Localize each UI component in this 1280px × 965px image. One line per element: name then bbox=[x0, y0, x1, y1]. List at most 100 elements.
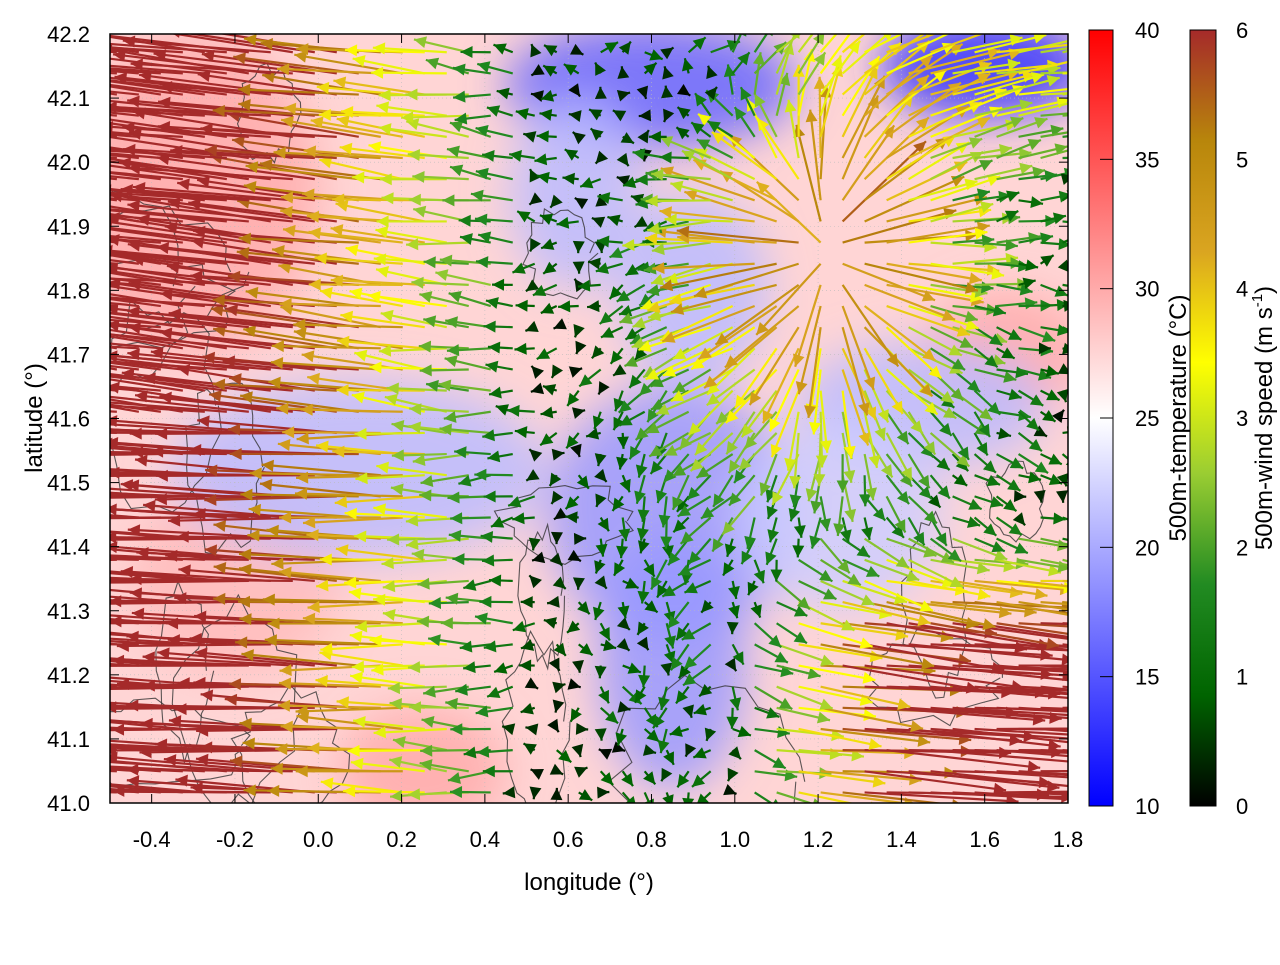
wind-arrow-head bbox=[1128, 775, 1140, 787]
wind-arrow-head bbox=[9, 140, 21, 152]
wind-arrow-head bbox=[0, 117, 8, 129]
wind-arrow-head bbox=[84, 70, 97, 82]
wind-arrow-head bbox=[0, 734, 7, 746]
wind-colorbar-title: 500m-wind speed (m s-1) bbox=[1249, 286, 1278, 550]
y-tick-label: 41.2 bbox=[47, 663, 90, 688]
wind-arrow-head bbox=[1124, 66, 1136, 78]
wind-arrow-head bbox=[9, 33, 22, 45]
wind-arrow-head bbox=[49, 139, 62, 151]
wind-arrow-head bbox=[83, 502, 95, 514]
wind-arrow-head bbox=[1173, 689, 1185, 701]
wind-arrow-head bbox=[1, 513, 13, 525]
y-tick-label: 41.4 bbox=[47, 535, 90, 560]
wind-arrow-head bbox=[0, 754, 7, 766]
wind-arrow-head bbox=[1163, 605, 1176, 617]
wind-arrow-head bbox=[61, 651, 73, 663]
temperature-colorbar-tick-label: 35 bbox=[1135, 147, 1159, 172]
wind-arrow-head bbox=[49, 258, 62, 270]
wind-arrow-head bbox=[62, 366, 75, 378]
wind-arrow-head bbox=[1133, 603, 1145, 615]
wind-arrow-head bbox=[822, 5, 834, 18]
wind-arrow-head bbox=[83, 327, 96, 339]
wind-arrow bbox=[0, 60, 117, 73]
wind-arrow-head bbox=[36, 759, 48, 771]
wind-arrow-head bbox=[94, 735, 106, 747]
temperature-colorbar-tick-label: 25 bbox=[1135, 406, 1159, 431]
wind-arrow-head bbox=[889, 2, 902, 14]
y-tick-label: 41.1 bbox=[47, 727, 90, 752]
wind-arrow-head bbox=[83, 583, 95, 595]
wind-arrow-head bbox=[1128, 732, 1140, 744]
wind-arrow bbox=[0, 180, 117, 200]
wind-arrow-head bbox=[18, 237, 31, 249]
wind-arrow-shaft bbox=[0, 253, 117, 264]
wind-arrow-head bbox=[92, 306, 105, 318]
wind-colorbar-tick-label: 2 bbox=[1236, 535, 1248, 560]
wind-colorbar-title-superscript: -1 bbox=[1249, 294, 1266, 307]
wind-arrow-head bbox=[14, 312, 26, 324]
x-tick-label: -0.4 bbox=[133, 827, 171, 852]
wind-colorbar-tick-label: 1 bbox=[1236, 665, 1248, 690]
wind-arrow-head bbox=[0, 279, 9, 291]
wind-arrow-head bbox=[20, 223, 32, 235]
wind-arrow-head bbox=[1072, 96, 1085, 108]
wind-arrow-head bbox=[62, 70, 75, 82]
wind-arrow-head bbox=[26, 255, 39, 267]
wind-arrow-head bbox=[1072, 34, 1085, 46]
x-tick-label: 0.8 bbox=[636, 827, 667, 852]
wind-arrow-head bbox=[0, 260, 13, 272]
x-tick-label: 1.8 bbox=[1053, 827, 1084, 852]
wind-arrow-head bbox=[0, 215, 1, 227]
wind-arrow-head bbox=[1113, 635, 1126, 647]
wind-arrow-head bbox=[17, 669, 29, 681]
wind-arrow-head bbox=[0, 675, 7, 687]
wind-arrow-head bbox=[1215, 654, 1228, 666]
wind-arrow bbox=[0, 573, 117, 585]
wind-arrow-head bbox=[1071, 516, 1084, 527]
wind-arrow-head bbox=[14, 630, 26, 642]
wind-arrow bbox=[1063, 300, 1076, 312]
wind-arrow-head bbox=[41, 192, 54, 204]
temperature-colorbar-title: 500m-temperature (°C) bbox=[1165, 294, 1192, 541]
x-tick-label: 1.6 bbox=[969, 827, 1000, 852]
wind-arrow-head bbox=[1151, 722, 1163, 734]
wind-arrow-head bbox=[16, 611, 28, 623]
wind-arrow-head bbox=[39, 521, 51, 533]
wind-arrow-head bbox=[0, 344, 9, 356]
wind-arrow-head bbox=[1151, 710, 1163, 722]
wind-colorbar-tick-label: 4 bbox=[1236, 277, 1248, 302]
wind-arrow-head bbox=[62, 303, 75, 315]
wind-arrow-head bbox=[100, 245, 113, 257]
wind-arrow-head bbox=[39, 562, 51, 574]
wind-arrow-head bbox=[1067, 793, 1079, 805]
wind-arrow-head bbox=[1076, 713, 1088, 725]
wind-arrow-head bbox=[33, 320, 46, 332]
temperature-colorbar-tick-label: 20 bbox=[1135, 535, 1159, 560]
wind-arrow-head bbox=[1150, 757, 1162, 769]
wind-colorbar-tick-label: 0 bbox=[1236, 794, 1248, 819]
wind-arrow-head bbox=[1173, 725, 1185, 737]
wind-arrow-head bbox=[1217, 700, 1229, 712]
wind-arrow-head bbox=[1160, 792, 1172, 804]
wind-colorbar-title-main: 500m-wind speed (m s bbox=[1251, 307, 1278, 550]
wind-arrow-head bbox=[70, 110, 83, 122]
wind-arrow-head bbox=[0, 720, 6, 732]
wind-arrow-head bbox=[0, 268, 3, 280]
y-tick-label: 41.8 bbox=[47, 278, 90, 303]
y-tick-label: 42.0 bbox=[47, 150, 90, 175]
wind-arrow-head bbox=[850, 17, 862, 30]
wind-arrow-head bbox=[1070, 233, 1083, 244]
wind-colorbar-title-end: ) bbox=[1251, 286, 1278, 294]
wind-arrow-head bbox=[45, 68, 58, 80]
temperature-colorbar-tick-label: 10 bbox=[1135, 794, 1159, 819]
y-axis-title: latitude (°) bbox=[21, 363, 48, 473]
wind-arrow-head bbox=[1129, 748, 1141, 760]
wind-arrow-head bbox=[17, 773, 29, 785]
wind-arrow-head bbox=[1076, 125, 1089, 137]
wind-arrow-head bbox=[0, 576, 6, 588]
wind-arrow-head bbox=[9, 647, 21, 659]
wind-arrow-head bbox=[1137, 625, 1149, 637]
wind-arrow-head bbox=[0, 175, 9, 187]
